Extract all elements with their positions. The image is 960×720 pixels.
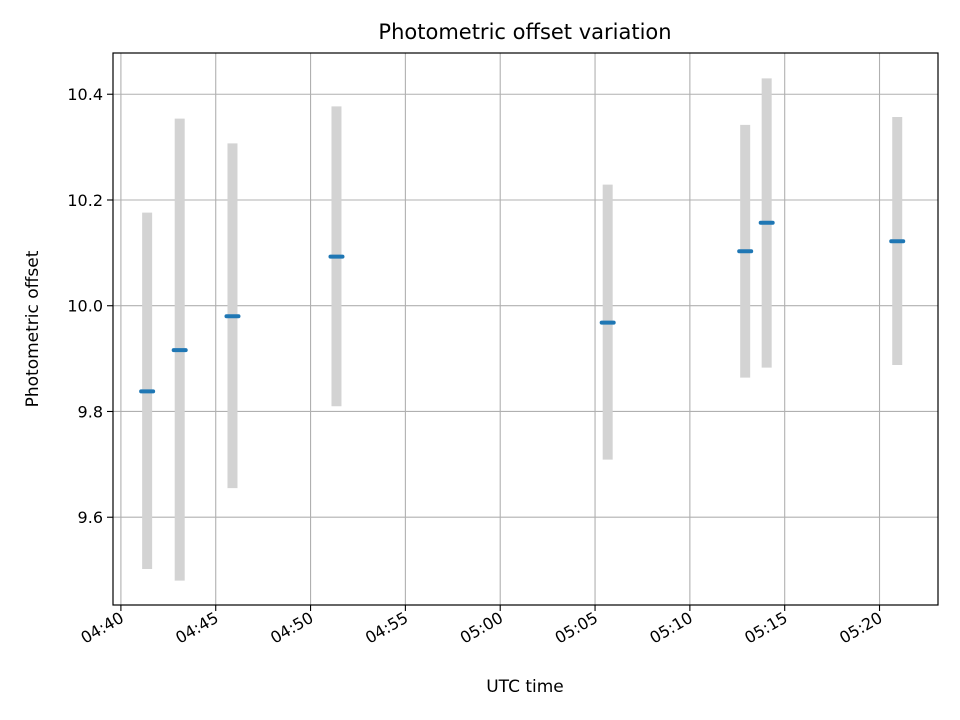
x-axis-label: UTC time <box>486 677 564 697</box>
y-tick-label: 10.2 <box>67 191 103 210</box>
y-tick-label: 10.4 <box>67 85 103 104</box>
y-axis: 9.6 9.8 10.0 10.2 10.4 <box>67 85 113 527</box>
chart-title: Photometric offset variation <box>378 20 671 44</box>
y-tick-label: 9.8 <box>78 402 103 421</box>
plot-frame <box>112 52 939 606</box>
y-tick-label: 10.0 <box>67 297 103 316</box>
y-axis-label: Photometric offset <box>23 250 43 407</box>
grid <box>113 53 938 605</box>
y-tick-label: 9.6 <box>78 508 103 527</box>
data-markers <box>139 220 906 394</box>
